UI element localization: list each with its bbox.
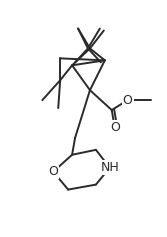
Text: NH: NH	[100, 161, 119, 174]
Text: O: O	[48, 165, 58, 178]
Text: O: O	[123, 94, 133, 107]
Text: O: O	[110, 121, 120, 134]
